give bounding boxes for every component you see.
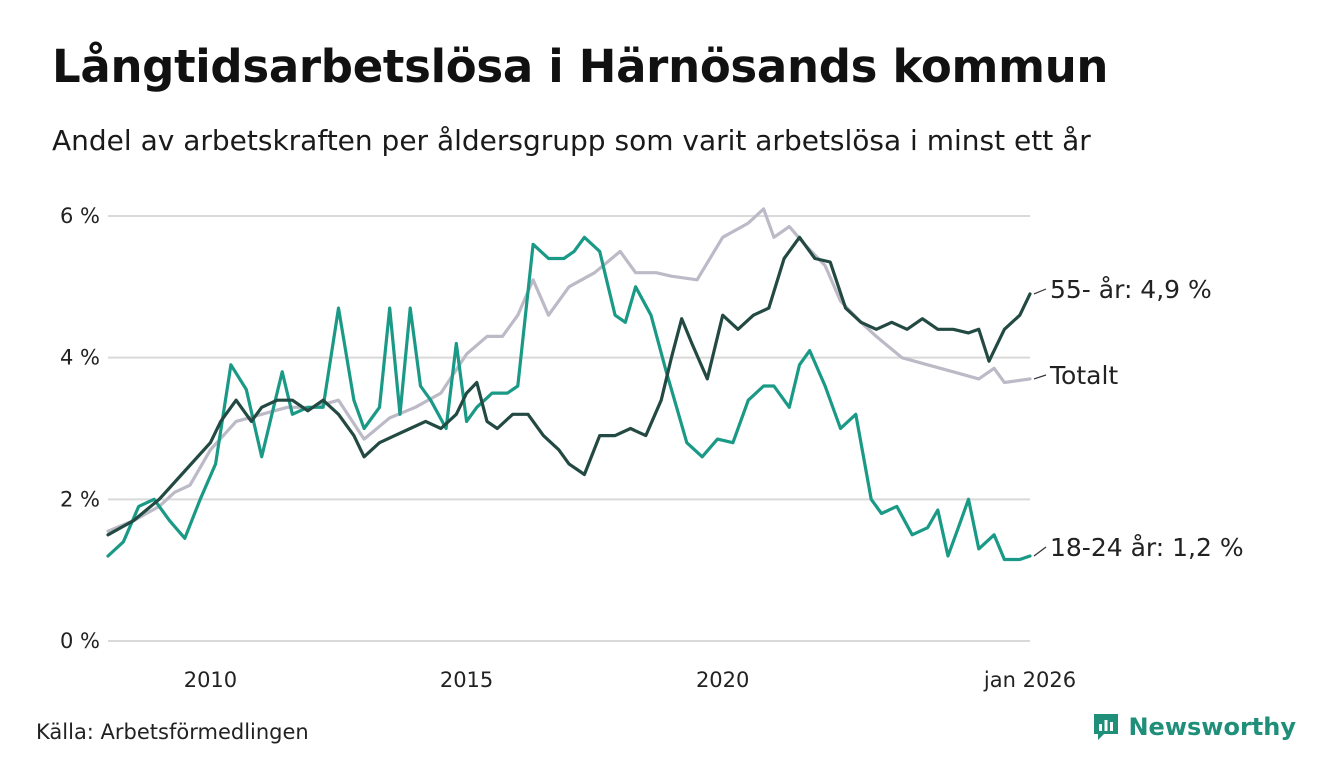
end-label-55-r: 55- år: 4,9 %: [1050, 275, 1212, 304]
x-tick-label: 2010: [184, 668, 237, 692]
series-line-totalt: [106, 207, 1032, 533]
end-label-connector: [1033, 288, 1047, 295]
brand-name: Newsworthy: [1128, 713, 1296, 741]
y-tick-label: 0 %: [60, 629, 100, 653]
newsworthy-icon: [1094, 714, 1119, 740]
end-label-connector: [1033, 374, 1047, 380]
y-axis-labels: 0 % 2 % 4 % 6 %: [60, 204, 100, 653]
end-label-totalt: Totalt: [1049, 361, 1118, 390]
chart-title: Långtidsarbetslösa i Härnösands kommun: [52, 40, 1109, 93]
y-tick-label: 4 %: [60, 346, 100, 370]
gridlines: [108, 215, 1030, 642]
x-tick-label: 2015: [440, 668, 493, 692]
x-tick-label: jan 2026: [983, 668, 1076, 692]
series-lines: [106, 207, 1032, 562]
x-tick-label: 2020: [696, 668, 749, 692]
source-note: Källa: Arbetsförmedlingen: [36, 720, 309, 744]
series-line-18-24-r: [106, 235, 1032, 562]
end-labels: Totalt 18-24 år: 1,2 % 55- år: 4,9 %: [1033, 275, 1244, 562]
x-axis-labels: 2010 2015 2020 jan 2026: [184, 668, 1076, 692]
end-label-connector: [1033, 546, 1047, 557]
brand-logo[interactable]: Newsworthy: [1092, 712, 1296, 742]
chart-subtitle: Andel av arbetskraften per åldersgrupp s…: [52, 124, 1091, 157]
y-tick-label: 6 %: [60, 204, 100, 228]
series-line-55-r: [106, 235, 1032, 537]
y-tick-label: 2 %: [60, 487, 100, 511]
end-label-18-24-r: 18-24 år: 1,2 %: [1050, 533, 1244, 562]
